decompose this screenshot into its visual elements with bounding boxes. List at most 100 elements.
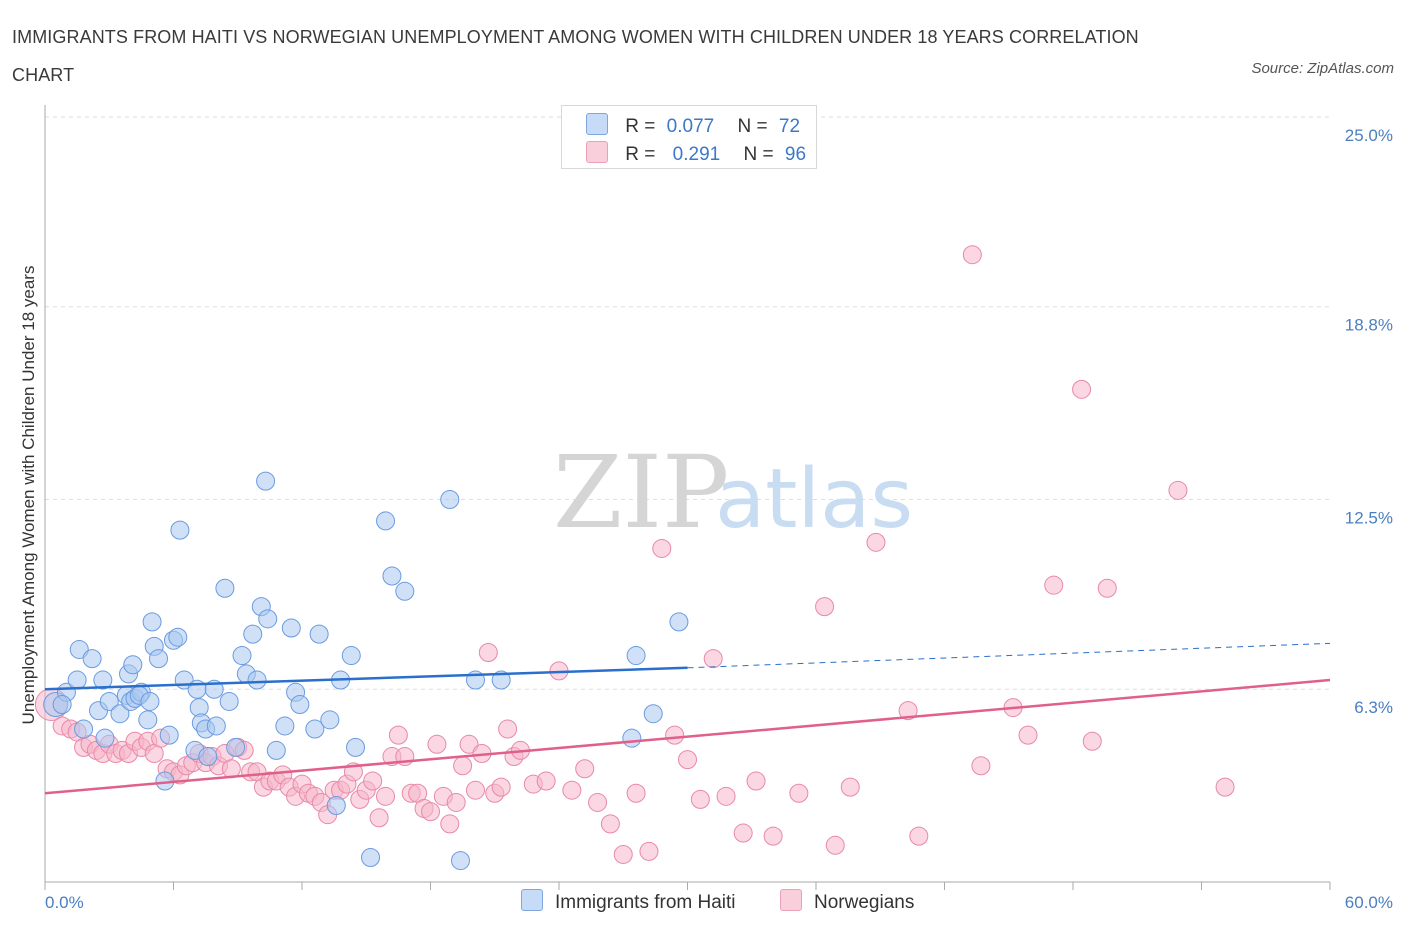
legend-label-norwegians: Norwegians [814,892,915,913]
haiti-point [243,624,263,644]
legend-r-value: 0.291 [672,144,721,165]
norwegians-point [971,756,991,776]
haiti-point [95,728,115,748]
haiti-point [170,520,190,540]
norwegians-point [763,826,783,846]
x-tick-label: 0.0% [45,893,84,912]
haiti-point [643,704,663,724]
norwegians-point [639,841,659,861]
y-tick-label: 12.5% [1345,509,1393,528]
haiti-point [626,646,646,666]
norwegians-point [652,538,672,558]
haiti-point [281,618,301,638]
trend-lines [44,642,1331,795]
haiti-point [123,655,143,675]
haiti-point [361,848,381,868]
norwegians-point [363,771,383,791]
legend-row-haiti: R = 0.077 N = 72 [586,113,800,137]
haiti-point [275,716,295,736]
norwegians-point [1044,575,1064,595]
norwegians-point [478,643,498,662]
haiti-point [99,691,119,711]
y-tick-label: 6.3% [1354,698,1393,717]
norwegians-point [498,719,518,739]
norwegians-point [421,802,440,822]
haiti-point [266,740,286,760]
norwegians-point [613,844,633,864]
haiti-point [82,649,102,669]
norwegians-point [588,792,608,812]
legend-r-value: 0.077 [666,116,715,137]
haiti-point [74,719,94,739]
haiti-point [93,670,113,690]
legend-item-norwegians: Norwegians [780,889,914,914]
norwegians-point [1018,725,1038,745]
norwegians-point [388,725,408,745]
legend-item-haiti: Immigrants from Haiti [521,889,736,914]
norwegians-point [733,823,753,843]
haiti-point [69,639,89,659]
norwegians-point [491,777,511,797]
haiti-point [290,695,310,715]
norwegians-point [746,771,766,791]
haiti-point [622,728,642,748]
haiti-point [67,670,87,690]
y-axis-label: Unemployment Among Women with Children U… [19,266,38,725]
axes [44,105,1330,883]
legend-n-label: N = [737,116,768,137]
norwegians-point [446,792,466,812]
norwegians-point [1168,480,1188,500]
norwegians-point [626,783,646,803]
haiti-point [52,695,72,715]
y-tick-label: 18.8% [1345,316,1393,335]
watermark-zip: ZIP [553,434,729,551]
haiti-point [159,725,179,745]
norwegians-point [909,826,929,846]
norwegians-point [465,780,485,800]
norwegians-point [789,783,809,803]
haiti-point [206,716,226,736]
haiti-point [395,581,415,601]
norwegians-point [840,777,860,797]
watermark-atlas: atlas [715,452,913,547]
norwegians-point [562,780,582,800]
haiti-point [346,737,366,757]
haiti-trend-line [44,666,688,691]
haiti-point [226,737,246,757]
norwegians-point [665,725,685,745]
haiti-point [341,646,361,666]
legend-swatch-pink [780,889,802,911]
haiti-trend-extension [687,642,1331,669]
legend-n-value: 96 [784,144,807,165]
legend-swatch-blue [586,113,608,135]
norwegians-point [600,814,620,834]
haiti-points [43,471,689,871]
haiti-point [669,612,689,632]
haiti-point [142,612,162,632]
haiti-point [232,646,252,666]
norwegians-point [1082,731,1102,751]
norwegians-point [825,835,845,855]
norwegians-point [376,786,396,806]
haiti-point [168,627,188,647]
norwegians-point [866,532,886,552]
legend-r-label: R = [625,144,656,165]
norwegians-point [690,789,710,809]
haiti-point [258,609,278,629]
y-tick-label: 25.0% [1345,126,1393,145]
legend-n-value: 72 [778,116,801,137]
haiti-point [491,670,511,690]
norwegians-point [459,734,479,754]
norwegians-point [962,245,982,265]
norwegians-point [1215,777,1235,797]
norwegians-point [369,808,389,828]
haiti-point [309,624,329,644]
haiti-point [215,578,235,598]
legend-n-label: N = [743,144,774,165]
norwegians-point [536,771,556,791]
norwegians-point [703,649,723,669]
x-tick-label: 60.0% [1345,893,1393,912]
watermark: ZIP atlas [553,434,913,551]
correlation-legend: R = 0.077 N = 72 R = 0.291 N = 96 [561,105,817,169]
haiti-point [382,566,402,586]
